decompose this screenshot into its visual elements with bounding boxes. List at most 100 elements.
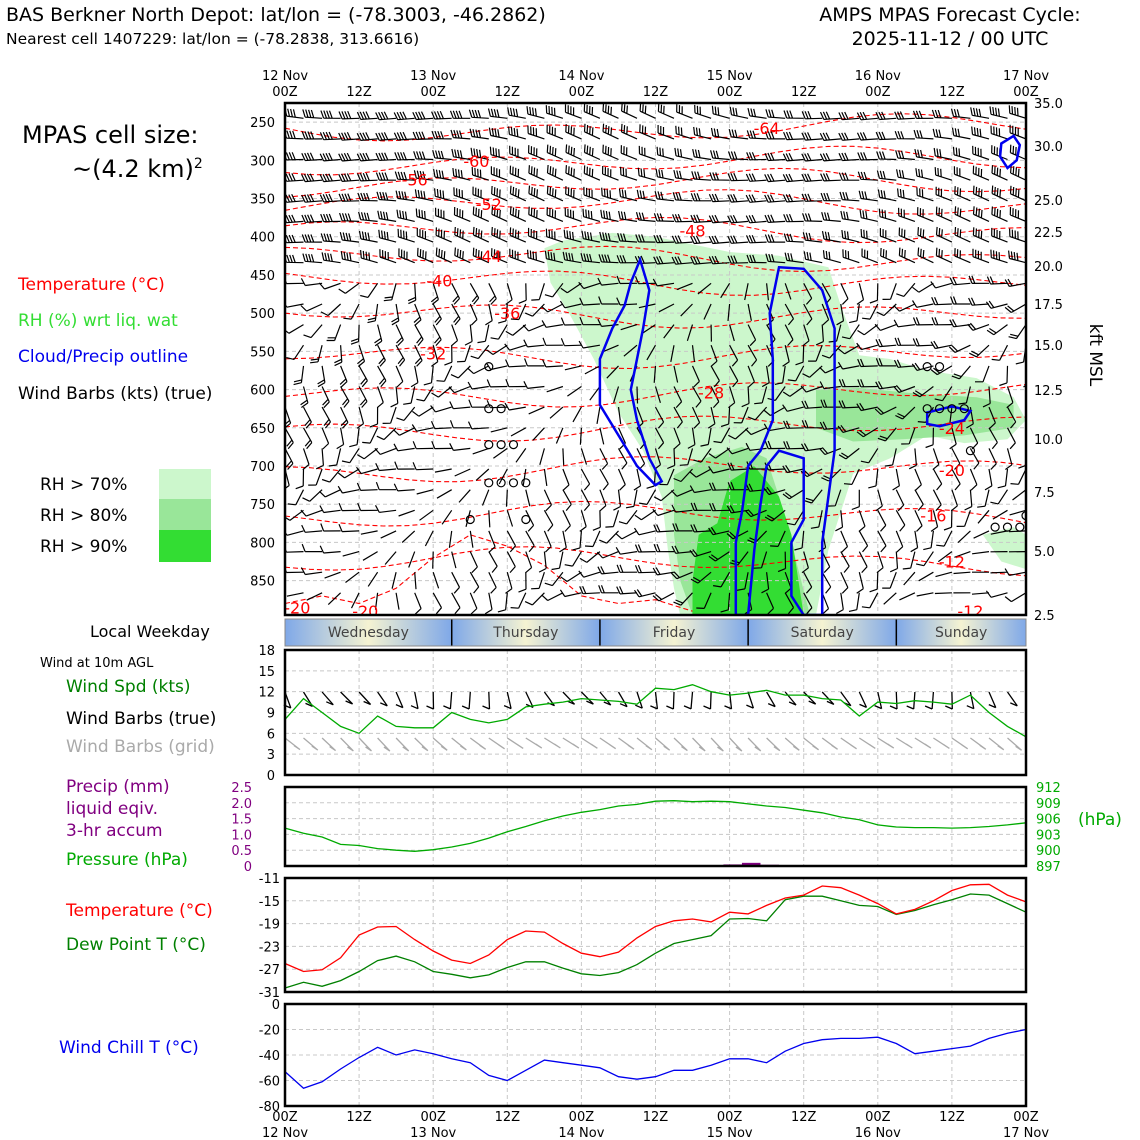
wind-barb (783, 213, 804, 223)
wind-barb (838, 152, 860, 162)
wind-barb (746, 254, 767, 264)
wind-barb (450, 129, 471, 140)
wind-barb (454, 247, 471, 264)
wind-barb (486, 344, 508, 356)
precip-symbol (521, 478, 531, 488)
legend-rh70-swatch (159, 469, 211, 499)
wind-barb (783, 110, 804, 119)
wind-barb (565, 124, 582, 140)
wind-barb (782, 386, 805, 397)
wind-barb (782, 404, 804, 412)
temp-contour-label: -56 (402, 170, 428, 189)
y-tick-label: -19 (259, 918, 280, 933)
wind-barb (468, 109, 489, 119)
wind-barb (951, 127, 971, 140)
wind-barb (360, 530, 378, 535)
wind-barb (670, 345, 675, 363)
wind-barb (747, 303, 752, 321)
wind-barb (803, 251, 823, 264)
wind-barb (620, 123, 638, 140)
wind-barb (638, 145, 656, 161)
wind-barb (319, 193, 341, 203)
wind-barb (295, 468, 305, 490)
wind-barb (902, 551, 916, 570)
y-tick-label: 0 (272, 998, 280, 1013)
wind-barb-grid (414, 737, 429, 752)
weekday-band (599, 619, 749, 646)
wind-barb (857, 171, 878, 181)
wind-barb (321, 386, 330, 409)
wind-barb-true (410, 691, 419, 710)
wind-barb (862, 303, 879, 320)
wind-barb (840, 551, 850, 573)
pressure-tick-label: 500 (250, 307, 275, 322)
wind-barb (784, 283, 792, 300)
wind-barb (414, 189, 434, 202)
wind-barb (877, 530, 887, 553)
wind-barb (636, 386, 639, 404)
wind-barb (490, 324, 508, 340)
wind-barb (710, 127, 730, 140)
top-time-label: 00Z (569, 85, 595, 100)
wind-barb (840, 530, 849, 553)
wind-barb (876, 551, 884, 574)
wind-barb (546, 144, 564, 161)
wind-barb (301, 194, 323, 203)
wind-barb (320, 233, 341, 243)
wind-barb (413, 303, 422, 326)
wind-barb (293, 365, 305, 386)
wind-barb (657, 125, 675, 140)
wind-barb (497, 592, 508, 613)
wind-barb (436, 489, 453, 499)
wind-barb (1010, 468, 1026, 485)
wind-barb (746, 130, 767, 140)
wind-barb (673, 169, 693, 181)
wind-barb (302, 489, 323, 502)
weekday-band (285, 619, 452, 646)
wind-barb (559, 530, 567, 553)
wind-barb (472, 247, 490, 264)
wind-barb (528, 206, 545, 222)
wind-barb (968, 297, 990, 306)
isotherm--12 (285, 546, 1026, 577)
wind-barb (285, 214, 304, 224)
wind-barb (321, 252, 341, 264)
y-tick-label: -60 (259, 1075, 280, 1090)
wind-barb-true (562, 691, 576, 705)
wind-barb (424, 530, 434, 547)
wind-barb (880, 247, 897, 264)
wind-barb (528, 185, 545, 202)
wind-barb (451, 283, 461, 305)
wind-barb (465, 510, 471, 527)
wind-barb (1009, 185, 1026, 202)
wind-barb (578, 340, 600, 349)
wind-barb (957, 530, 971, 544)
wind-barb (801, 173, 823, 182)
wind-barb (621, 103, 638, 119)
wind-barb (708, 466, 730, 474)
wind-barb (895, 406, 916, 420)
wind-barb (528, 165, 545, 181)
wind-barb (565, 144, 582, 161)
wind-barb (848, 592, 860, 612)
wind-barb (801, 420, 823, 429)
temp-contour-label: -20 (939, 461, 965, 480)
wind-barb (720, 407, 731, 428)
wind-barb (338, 282, 360, 294)
wind-barb (652, 567, 675, 576)
wind-barb (300, 567, 323, 576)
wind-barb (302, 427, 313, 450)
wind-barb (469, 551, 478, 574)
wind-barb (285, 234, 304, 244)
wind-barb (469, 592, 478, 615)
wind-barb (362, 427, 379, 444)
wind-barb (729, 106, 749, 119)
wind-barb (395, 344, 406, 367)
wind-barb (727, 194, 749, 203)
wind-barb (340, 251, 360, 264)
wind-barb (917, 207, 934, 222)
y-tick-label: -11 (259, 872, 280, 887)
precip-symbol (465, 514, 475, 525)
wind-barb (302, 109, 323, 119)
